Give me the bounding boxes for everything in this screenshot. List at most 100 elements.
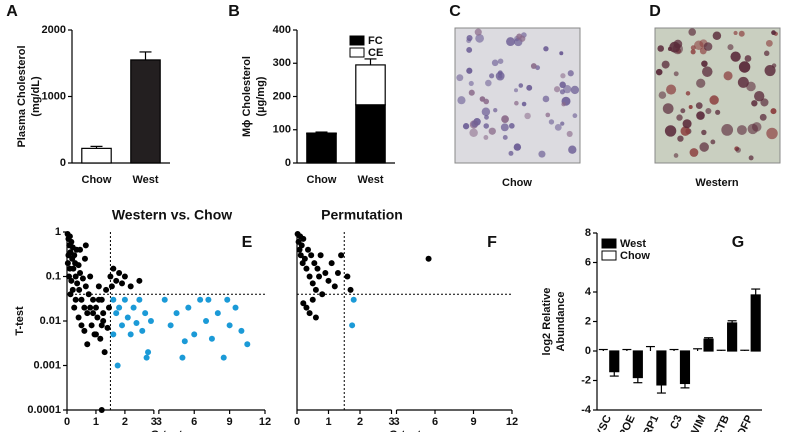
data-point xyxy=(136,296,143,303)
data-point xyxy=(179,354,186,361)
cell xyxy=(543,46,549,52)
cell xyxy=(542,95,550,103)
x-tick-label: VIM xyxy=(689,413,708,432)
cell xyxy=(721,124,734,136)
cell xyxy=(514,100,519,106)
data-point xyxy=(309,280,316,287)
data-point xyxy=(197,296,204,303)
cell xyxy=(744,55,752,62)
cell xyxy=(508,122,515,129)
cell xyxy=(702,66,713,77)
data-point xyxy=(317,252,324,259)
x-tick-label: ADFP xyxy=(732,413,756,432)
x-tick-label: LRP1 xyxy=(639,413,662,432)
cell xyxy=(701,129,707,136)
y-tick-label: 200 xyxy=(273,90,291,102)
data-point xyxy=(238,327,245,334)
cell xyxy=(568,145,577,154)
cell xyxy=(545,112,551,118)
data-point xyxy=(303,304,310,311)
data-point xyxy=(103,286,110,293)
cell xyxy=(696,111,705,120)
y-axis-label: log2 Relative xyxy=(541,288,553,356)
cell xyxy=(508,150,514,156)
cell xyxy=(466,47,473,53)
data-point xyxy=(90,310,97,317)
bar xyxy=(306,132,337,135)
x-tick-label: 2 xyxy=(122,416,128,428)
cell xyxy=(738,30,745,37)
data-point xyxy=(121,273,128,280)
panel-letter: C xyxy=(449,3,461,20)
x-tick-label: 3 xyxy=(151,416,157,428)
cell xyxy=(712,31,722,40)
cell xyxy=(760,98,769,107)
y-tick-label: 100 xyxy=(273,124,291,136)
data-point xyxy=(87,304,94,311)
y-axis-label: Mɸ Cholesterol xyxy=(241,56,253,137)
data-point xyxy=(68,238,75,245)
data-point xyxy=(88,322,95,329)
bar xyxy=(609,350,620,373)
cell xyxy=(500,123,509,132)
cell xyxy=(489,73,495,79)
cell xyxy=(694,40,704,51)
data-point xyxy=(79,275,86,282)
x-tick-label: 1 xyxy=(325,416,331,428)
bar xyxy=(679,350,691,385)
data-point xyxy=(124,314,131,321)
data-point xyxy=(116,304,123,311)
data-point xyxy=(214,310,221,317)
data-point xyxy=(311,260,318,267)
data-point xyxy=(142,310,149,317)
cell xyxy=(703,42,713,51)
cell xyxy=(466,38,472,44)
cell xyxy=(685,91,691,96)
cell xyxy=(497,58,504,64)
cell xyxy=(521,101,527,107)
data-point xyxy=(127,283,134,290)
panel-title: Permutation xyxy=(321,207,403,223)
bar xyxy=(130,59,161,164)
cell xyxy=(771,63,777,68)
data-point xyxy=(64,260,71,267)
data-point xyxy=(133,320,140,327)
data-point xyxy=(84,341,91,348)
cell xyxy=(661,60,670,69)
cell xyxy=(737,76,749,88)
cell xyxy=(474,28,482,36)
cell xyxy=(736,125,747,135)
data-point xyxy=(78,296,85,303)
data-point xyxy=(232,304,239,311)
data-point xyxy=(147,318,154,324)
x-tick-label: 12 xyxy=(259,416,271,428)
y-tick-label: 8 xyxy=(585,227,591,239)
data-point xyxy=(136,277,143,284)
y-axis-label: (mg/dL) xyxy=(30,76,42,117)
cell xyxy=(485,79,492,87)
data-point xyxy=(119,280,126,287)
cell xyxy=(689,148,699,157)
cell xyxy=(513,143,522,151)
x-tick-label: West xyxy=(357,174,383,186)
data-point xyxy=(66,273,73,280)
data-point xyxy=(95,283,102,290)
data-point xyxy=(303,265,310,272)
data-point xyxy=(104,324,111,331)
data-point xyxy=(75,314,82,321)
cell xyxy=(560,121,565,126)
x-tick-label: 3 xyxy=(393,416,399,428)
bar xyxy=(703,338,714,352)
cell xyxy=(462,123,470,130)
bar xyxy=(355,64,386,106)
cell xyxy=(696,78,706,88)
data-point xyxy=(113,277,120,284)
cell xyxy=(672,43,684,55)
data-point xyxy=(77,246,84,253)
data-point xyxy=(306,273,313,280)
x-tick-label: 9 xyxy=(470,416,476,428)
data-point xyxy=(301,255,308,262)
data-point xyxy=(167,322,174,329)
cell xyxy=(673,71,679,77)
micrograph-caption: Western xyxy=(695,177,738,189)
